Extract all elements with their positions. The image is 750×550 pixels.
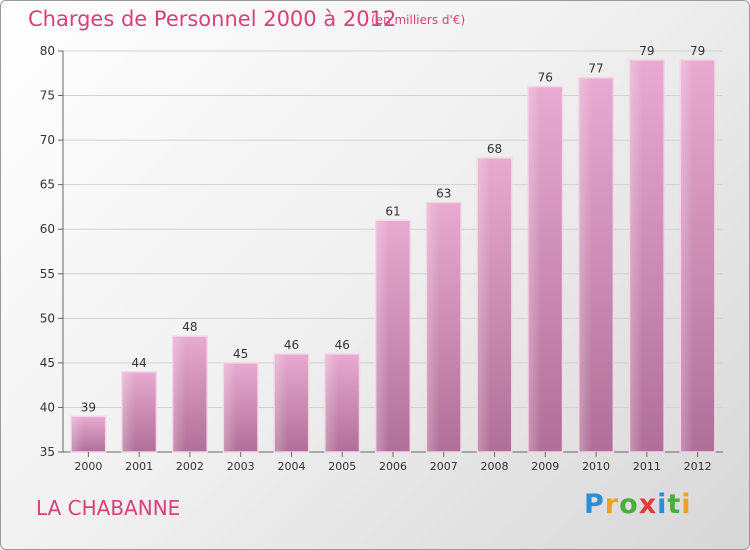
x-axis: 2000 2001 2002 2003 2004 2005 2006 2007 2008 2009… bbox=[74, 452, 712, 473]
y-tick-label: 40 bbox=[40, 400, 55, 414]
bar-2012 bbox=[679, 59, 716, 453]
x-tick-label: 2007 bbox=[430, 460, 458, 473]
commune-name: LA CHABANNE bbox=[36, 496, 181, 520]
x-tick-label: 2001 bbox=[125, 460, 153, 473]
logo-letter: o bbox=[619, 489, 639, 520]
data-label: 77 bbox=[588, 62, 603, 76]
bars bbox=[70, 59, 716, 453]
bar-2002 bbox=[171, 335, 208, 453]
logo-letter: r bbox=[604, 489, 620, 520]
proxiti-logo[interactable]: Proxiti bbox=[584, 489, 692, 520]
y-tick-label: 60 bbox=[40, 222, 55, 236]
y-tick-label: 70 bbox=[40, 133, 55, 147]
bar-highlight bbox=[478, 158, 491, 451]
x-tick-label: 2005 bbox=[328, 460, 356, 473]
bar-2004 bbox=[273, 353, 310, 453]
y-tick-label: 65 bbox=[40, 178, 55, 192]
bar-2006 bbox=[374, 219, 412, 453]
data-label: 48 bbox=[182, 320, 197, 334]
y-tick-label: 45 bbox=[40, 356, 55, 370]
bar-highlight bbox=[224, 363, 237, 451]
logo-letter: i bbox=[681, 489, 692, 520]
bar-2000 bbox=[70, 415, 107, 453]
x-tick-label: 2011 bbox=[633, 460, 661, 473]
chart-unit: (en milliers d'€) bbox=[371, 13, 466, 27]
x-tick-label: 2000 bbox=[74, 460, 102, 473]
x-tick-label: 2006 bbox=[379, 460, 407, 473]
bar-2003 bbox=[222, 362, 259, 453]
chart-title: Charges de Personnel 2000 à 2012 bbox=[28, 7, 397, 31]
bar-highlight bbox=[72, 417, 85, 451]
data-label: 44 bbox=[132, 356, 147, 370]
bar-2010 bbox=[578, 76, 615, 453]
data-label: 63 bbox=[436, 186, 451, 200]
bar-highlight bbox=[325, 354, 339, 451]
y-tick-label: 35 bbox=[40, 445, 55, 459]
y-tick-label: 55 bbox=[40, 267, 55, 281]
bar-highlight bbox=[579, 78, 592, 451]
x-tick-label: 2009 bbox=[531, 460, 559, 473]
bar-highlight bbox=[173, 337, 186, 451]
y-tick-label: 50 bbox=[40, 311, 55, 325]
bar-highlight bbox=[681, 60, 694, 452]
bar-highlight bbox=[427, 203, 440, 451]
logo-letter: P bbox=[584, 489, 605, 520]
logo-letter: i bbox=[657, 489, 668, 520]
x-tick-label: 2002 bbox=[176, 460, 204, 473]
bar-2007 bbox=[425, 201, 462, 453]
data-label: 79 bbox=[690, 44, 705, 58]
data-label: 68 bbox=[487, 142, 502, 156]
data-label: 46 bbox=[284, 338, 299, 352]
data-labels: 39 44 48 45 46 46 61 63 68 76 77 79 79 bbox=[81, 44, 706, 414]
data-label: 46 bbox=[335, 338, 350, 352]
x-tick-label: 2010 bbox=[582, 460, 610, 473]
data-label: 79 bbox=[639, 44, 654, 58]
y-tick-label: 80 bbox=[40, 44, 55, 58]
bar-2011 bbox=[628, 59, 665, 453]
bar-highlight bbox=[630, 60, 643, 452]
data-label: 76 bbox=[538, 71, 553, 85]
data-label: 39 bbox=[81, 400, 96, 414]
data-label: 61 bbox=[385, 204, 400, 218]
x-tick-label: 2008 bbox=[481, 460, 509, 473]
logo-letter: x bbox=[638, 489, 658, 520]
bar-highlight bbox=[376, 221, 389, 451]
x-tick-label: 2003 bbox=[227, 460, 255, 473]
y-tick-label: 75 bbox=[40, 89, 55, 103]
logo-letter: t bbox=[667, 489, 682, 520]
bar-highlight bbox=[529, 87, 542, 452]
x-tick-label: 2012 bbox=[684, 460, 712, 473]
bar-2005 bbox=[324, 353, 361, 453]
bar-2008 bbox=[476, 157, 513, 453]
bar-2009 bbox=[527, 85, 564, 453]
bar-highlight bbox=[122, 372, 135, 451]
bar-2001 bbox=[121, 371, 158, 453]
x-tick-label: 2004 bbox=[277, 460, 305, 473]
bar-highlight bbox=[275, 354, 288, 451]
data-label: 45 bbox=[233, 347, 248, 361]
